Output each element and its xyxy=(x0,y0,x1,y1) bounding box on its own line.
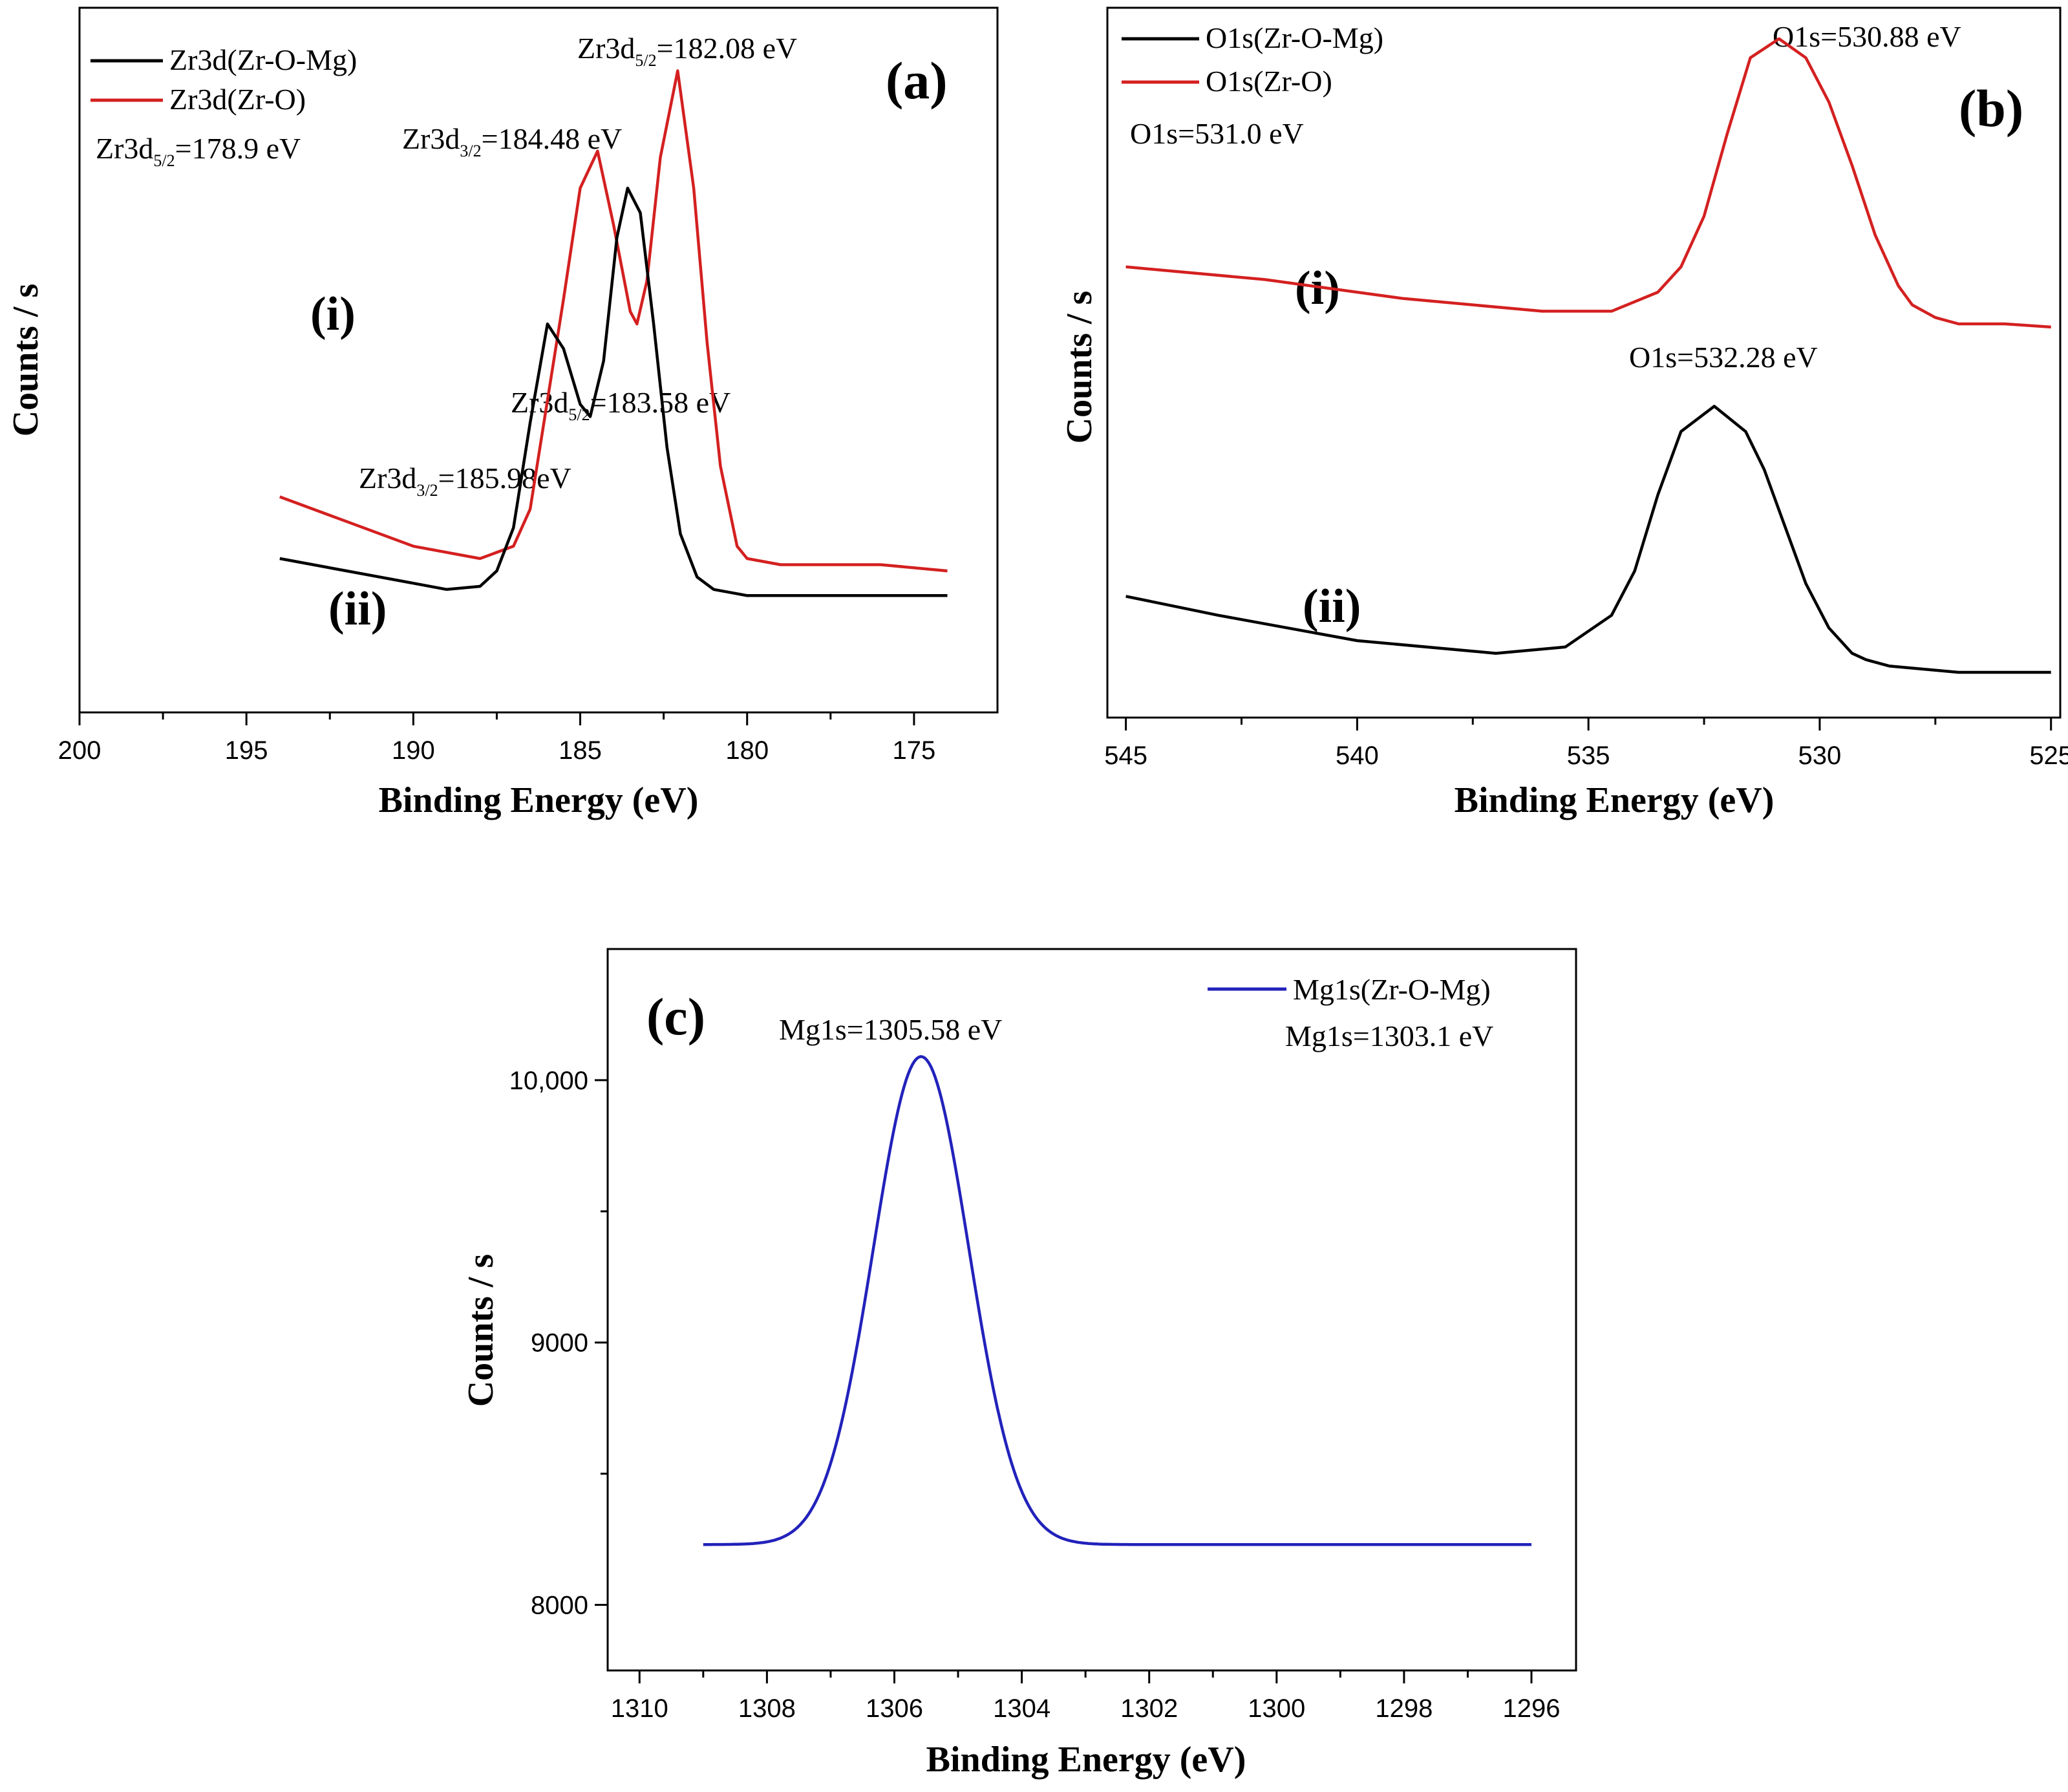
panel-b-x-tick-label: 525 xyxy=(2029,741,2068,770)
panel-a-annotation-black-3-2: Zr3d3/2=185.98eV xyxy=(359,462,571,500)
panel-c-legend-label-mg1s: Mg1s(Zr-O-Mg) xyxy=(1293,973,1491,1006)
panel-a-legend-label-zr-o-mg: Zr3d(Zr-O-Mg) xyxy=(169,43,357,76)
panel-c-y-tick-label: 10,000 xyxy=(509,1067,588,1095)
panel-b-y-axis-title: Counts / s xyxy=(1060,291,1100,444)
panel-a-series-zr3d-zr-o xyxy=(279,69,948,573)
panel-b-frame xyxy=(1106,6,2062,719)
panel-c-legend-note: Mg1s=1303.1 eV xyxy=(1285,1019,1493,1052)
panel-a-x-tick-label: 175 xyxy=(893,736,936,765)
panel-c-x-tick-label: 1296 xyxy=(1503,1694,1561,1723)
panel-a-legend-label-zr-o: Zr3d(Zr-O) xyxy=(169,83,306,116)
panel-c-y-tick-label: 9000 xyxy=(531,1329,588,1358)
panel-b-curve-label-ii: (ii) xyxy=(1303,580,1361,633)
panel-b-x-axis-title: Binding Energy (eV) xyxy=(1455,780,1775,820)
panel-c-series-mg1s xyxy=(703,1055,1531,1546)
panel-b-series-o1s-zr-o xyxy=(1125,37,2051,329)
panel-b-x-tick-label: 535 xyxy=(1567,741,1610,770)
panel-a-x-tick-label: 185 xyxy=(559,736,602,765)
panel-a-annotation-red-3-2: Zr3d3/2=184.48 eV xyxy=(402,122,622,160)
panel-a-x-tick-label: 195 xyxy=(225,736,268,765)
panel-c-x-tick-label: 1304 xyxy=(993,1694,1050,1723)
panel-a-x-tick-label: 190 xyxy=(392,736,435,765)
panel-a-label: (a) xyxy=(886,51,948,110)
panel-b-legend-label-zr-o-mg: O1s(Zr-O-Mg) xyxy=(1206,21,1383,54)
panel-c-x-tick-label: 1306 xyxy=(866,1694,923,1723)
panel-c-x-ticks: 1310 1308 1306 1304 1302 1300 1298 1296 xyxy=(611,1670,1561,1723)
panel-c-y-tick-label: 8000 xyxy=(531,1592,588,1620)
panel-a-legend-note: Zr3d5/2=178.9 eV xyxy=(96,132,301,170)
panel-b-legend-label-zr-o: O1s(Zr-O) xyxy=(1206,65,1332,98)
panel-b-annotation-red: O1s=530.88 eV xyxy=(1773,20,1961,53)
panel-a-x-axis-title: Binding Energy (eV) xyxy=(379,780,699,820)
panel-b-x-tick-label: 530 xyxy=(1798,741,1842,770)
panel-c-y-ticks: 8000 9000 10,000 xyxy=(509,1067,608,1620)
panel-b-series-o1s-zr-o-mg xyxy=(1125,405,2051,674)
panel-c-x-tick-label: 1308 xyxy=(738,1694,796,1723)
panel-a-curve-label-ii: (ii) xyxy=(328,582,387,635)
panel-c-x-axis-title: Binding Energy (eV) xyxy=(926,1740,1246,1780)
panel-c-x-tick-label: 1300 xyxy=(1248,1694,1305,1723)
panel-b-x-tick-label: 545 xyxy=(1104,741,1147,770)
panel-a: 200 195 190 185 180 175 Binding Energy (eV) C… xyxy=(6,6,999,820)
panel-a-series-zr3d-zr-o-mg xyxy=(279,186,948,597)
panel-c-x-tick-label: 1298 xyxy=(1375,1694,1433,1723)
panel-b-x-ticks: 545 540 535 530 525 xyxy=(1104,718,2068,770)
panel-c: 1310 1308 1306 1304 1302 1300 1298 1296 8000 900… xyxy=(461,948,1577,1780)
panel-a-x-ticks: 200 195 190 185 180 175 xyxy=(58,712,936,765)
panel-b-annotation-black: O1s=532.28 eV xyxy=(1629,341,1818,374)
panel-b: 545 540 535 530 525 Binding Energy (eV) Coun… xyxy=(1060,6,2068,820)
panel-c-y-axis-title: Counts / s xyxy=(461,1254,501,1407)
panel-b-legend-note: O1s=531.0 eV xyxy=(1130,117,1304,150)
panel-a-curve-label-i: (i) xyxy=(310,288,356,341)
panel-b-label: (b) xyxy=(1959,79,2023,138)
panel-c-x-tick-label: 1302 xyxy=(1120,1694,1178,1723)
panel-a-x-tick-label: 180 xyxy=(725,736,769,765)
panel-a-annotation-red-5-2: Zr3d5/2=182.08 eV xyxy=(577,32,797,70)
panel-a-x-tick-label: 200 xyxy=(58,736,101,765)
panel-c-x-tick-label: 1310 xyxy=(611,1694,668,1723)
panel-c-annotation-peak: Mg1s=1305.58 eV xyxy=(779,1013,1002,1046)
panel-b-x-tick-label: 540 xyxy=(1336,741,1379,770)
panel-c-frame xyxy=(606,948,1577,1672)
panel-c-label: (c) xyxy=(646,987,705,1046)
panel-a-frame xyxy=(78,6,999,714)
panel-a-y-axis-title: Counts / s xyxy=(6,284,46,437)
